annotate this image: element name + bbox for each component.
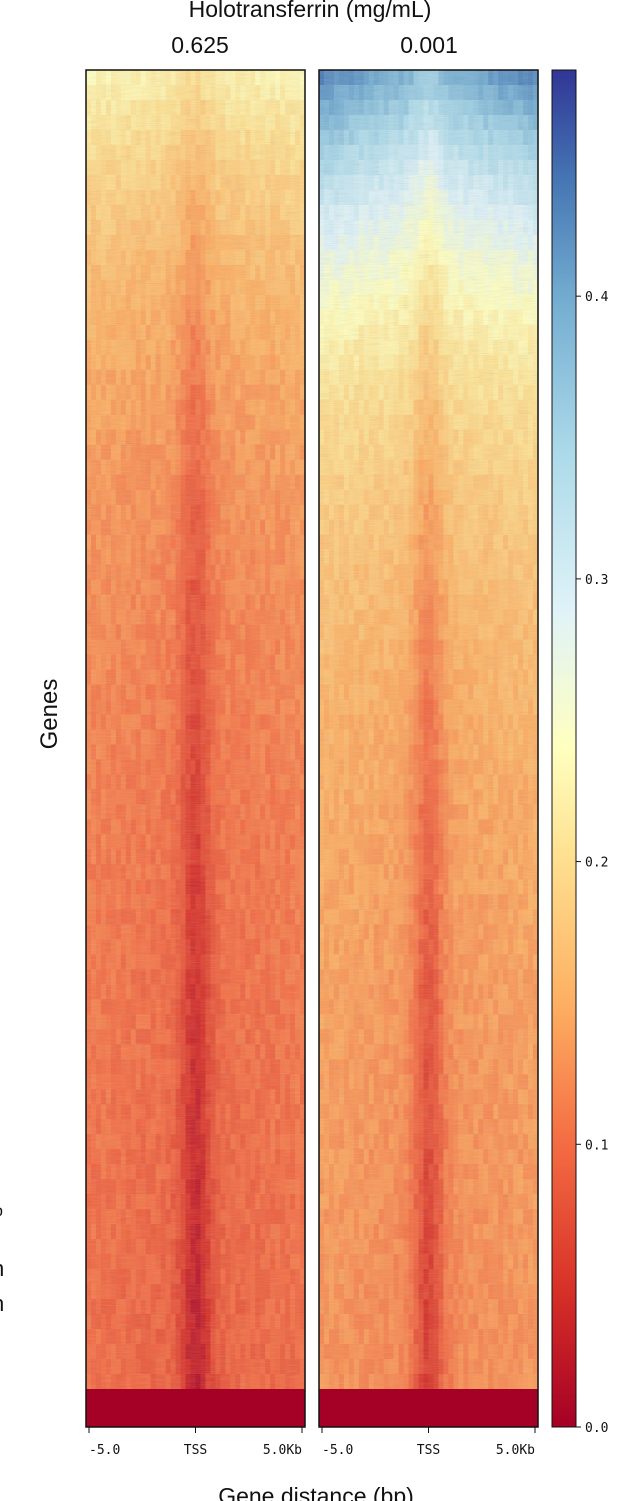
- heatmap-panel-1: [318, 69, 539, 1428]
- chart-title: Holotransferrin (mg/mL): [189, 0, 432, 22]
- heatmap-panel-0: [85, 69, 306, 1428]
- heatmap-bottom-band-0: [86, 1389, 305, 1427]
- panel-label-1: 0.001: [400, 32, 458, 58]
- heatmap-grain-0: [86, 70, 305, 1389]
- panel-label-0: 0.625: [171, 32, 229, 58]
